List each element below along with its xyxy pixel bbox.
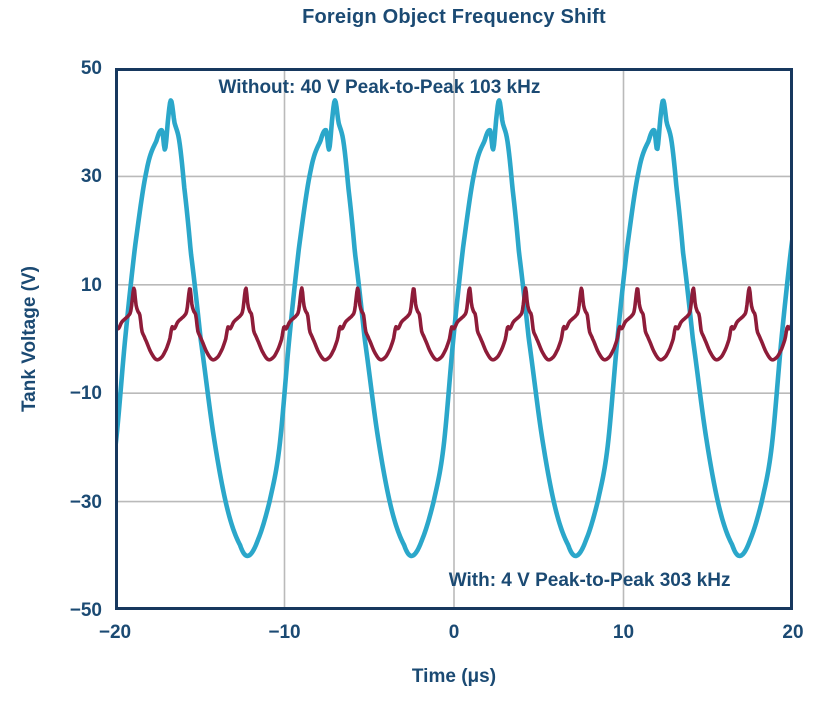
plot-border: [115, 68, 793, 610]
x-tick-label: 10: [612, 622, 635, 643]
x-tick-label: 20: [782, 622, 804, 643]
x-axis-title: Time (μs): [411, 666, 497, 687]
y-tick-label: −50: [69, 600, 102, 621]
plot-area: [115, 68, 793, 610]
plot-canvas: [115, 68, 793, 610]
x-tick-label: −10: [268, 622, 301, 643]
chart-title: Foreign Object Frequency Shift: [302, 6, 606, 28]
annotation-with: With: 4 V Peak-to-Peak 303 kHz: [448, 569, 731, 591]
x-tick-label: −20: [98, 622, 132, 643]
x-tick-label: 0: [448, 622, 460, 643]
waveform-without: [115, 98, 793, 559]
y-tick-label: 30: [80, 166, 102, 188]
annotation-without: Without: 40 V Peak-to-Peak 103 kHz: [218, 77, 541, 99]
y-tick-label: 10: [80, 274, 102, 296]
y-tick-label: 50: [80, 58, 102, 79]
y-tick-label: −10: [69, 383, 102, 405]
waveform-with: [115, 286, 793, 362]
y-tick-label: −30: [69, 491, 102, 513]
